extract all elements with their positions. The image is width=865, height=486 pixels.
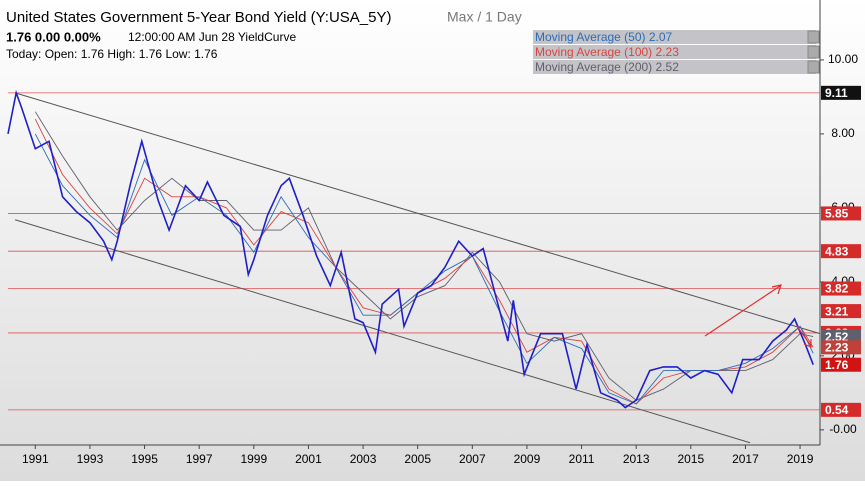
plot: [7, 89, 821, 444]
price-box-label: 2.52: [825, 330, 849, 344]
y-axis: 1991 1993 1995 1997 1999 2001 2003 2005 2007 2009…: [22, 52, 861, 466]
x-tick-label: 1993: [77, 452, 104, 466]
y-tick-label: 8.00: [831, 126, 855, 140]
price-box-label: 0.54: [825, 403, 849, 417]
price-box: [821, 304, 861, 319]
x-tick-label: 2001: [295, 452, 322, 466]
x-tick-label: 2011: [569, 452, 595, 466]
price-box-label: 5.85: [825, 207, 849, 221]
price-box-label: 3.82: [825, 282, 849, 296]
x-tick-label: 1995: [131, 452, 158, 466]
y-tick-label: -0.00: [829, 422, 857, 436]
price-box: [821, 329, 861, 344]
today: Today: Open: 1.76 High: 1.76 Low: 1.76: [6, 47, 218, 61]
price-line: [7, 89, 814, 409]
price-box-label: 9.11: [825, 86, 848, 100]
x-tick-label: 2007: [459, 452, 486, 466]
chart-title: United States Government 5-Year Bond Yie…: [6, 9, 392, 26]
x-tick-label: 1991: [22, 452, 49, 466]
ma-line: [34, 133, 814, 405]
price-box: [821, 206, 861, 221]
legend-close[interactable]: [807, 60, 820, 74]
arrow: [704, 284, 782, 337]
price-box: [821, 340, 861, 355]
price-box: [821, 85, 861, 100]
x-tick-label: 2015: [677, 452, 704, 466]
price-box: [821, 281, 861, 296]
x-tick-label: 2019: [787, 452, 814, 466]
legend-label: Moving Average (200) 2.52: [535, 60, 679, 74]
price-box: [821, 357, 861, 372]
price-box: [821, 244, 861, 259]
x-tick-label: 2009: [514, 452, 541, 466]
price-box-label: 1.76: [825, 358, 849, 372]
quote: 1.76 0.00 0.00%: [6, 29, 101, 44]
timestamp: 12:00:00 AM Jun 28 YieldCurve: [128, 30, 296, 44]
y-tick-label: 10.00: [828, 52, 858, 66]
legend-close[interactable]: [807, 45, 820, 59]
x-tick-label: 1999: [240, 452, 267, 466]
price-box-label: 2.23: [825, 341, 849, 355]
legend-bg: [533, 30, 816, 44]
x-tick-label: 2005: [404, 452, 431, 466]
price-box-label: 4.83: [825, 244, 849, 258]
price-box-label: 3.21: [825, 304, 849, 318]
trendline: [14, 92, 821, 335]
x-tick-label: 2013: [623, 452, 650, 466]
x-tick-label: 1997: [186, 452, 213, 466]
x-tick-label: 2003: [350, 452, 377, 466]
chart-subtitle: Max / 1 Day: [447, 9, 522, 25]
legend-bg: [533, 60, 816, 74]
legend-label: Moving Average (100) 2.23: [535, 45, 679, 59]
x-tick-label: 2017: [732, 452, 759, 466]
legend-close[interactable]: [807, 30, 820, 44]
price-box: [821, 402, 861, 417]
legend-bg: [533, 45, 816, 59]
arrow: [796, 325, 812, 348]
legend-label: Moving Average (50) 2.07: [535, 30, 673, 44]
